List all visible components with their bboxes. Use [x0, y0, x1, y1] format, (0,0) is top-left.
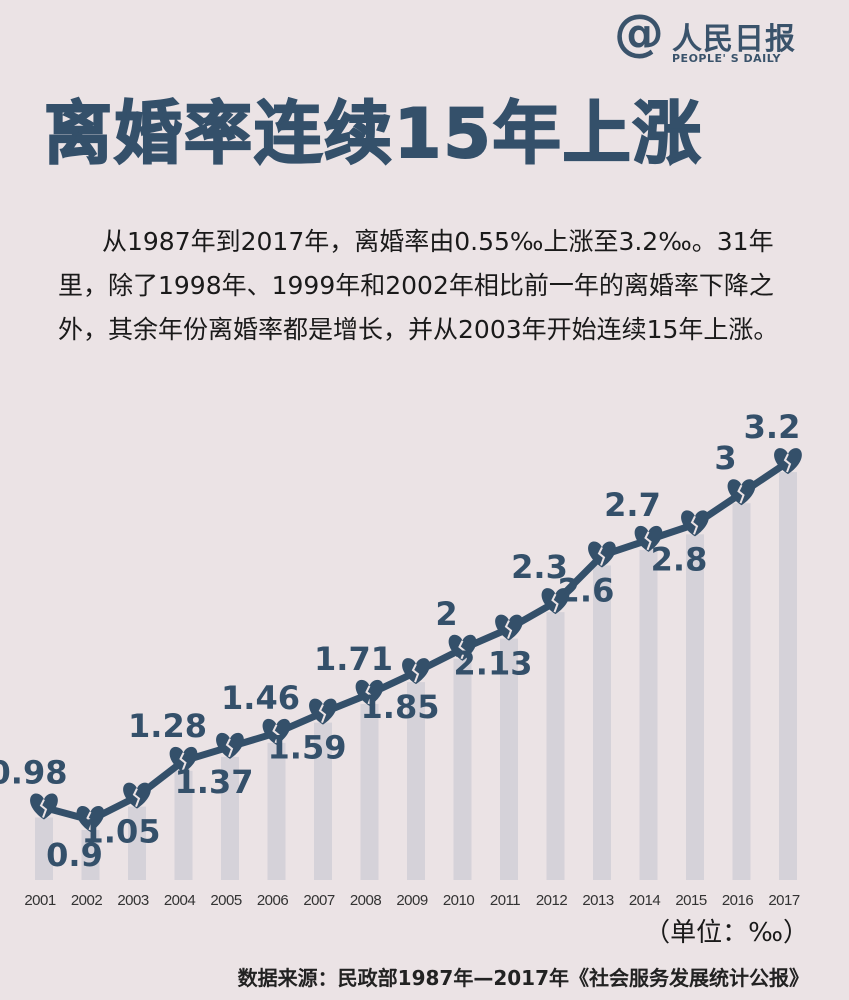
unit-label: （单位：‰） — [644, 918, 809, 948]
data-label: 3 — [714, 439, 736, 477]
broken-heart-icon — [123, 782, 151, 809]
broken-heart-icon — [402, 658, 430, 685]
x-tick-label: 2015 — [675, 892, 707, 909]
broken-heart-icon — [495, 614, 523, 641]
line-chart: 0.98 0.91.05 1.28 1.37 1.46 1.59 1.71 1.85 2 2.13… — [0, 408, 802, 909]
x-tick-label: 2008 — [350, 892, 382, 909]
data-label: 1.71 — [314, 640, 393, 678]
x-tick-label: 2011 — [490, 892, 520, 909]
bar — [639, 549, 658, 880]
bar — [81, 829, 100, 880]
bar — [593, 565, 611, 880]
broken-heart-icon — [216, 732, 244, 759]
broken-heart-icon — [634, 525, 663, 552]
bar — [360, 703, 379, 880]
data-label: 1.28 — [128, 707, 207, 745]
data-label: 1.59 — [268, 729, 347, 767]
data-label: 2.3 — [511, 548, 568, 586]
x-tick-label: 2003 — [117, 892, 149, 909]
x-tick-label: 2004 — [164, 892, 196, 909]
x-tick-label: 2001 — [24, 892, 56, 909]
logo-text-en: PEOPLE' S DAILY — [672, 52, 781, 65]
bar — [686, 534, 704, 880]
bar — [779, 472, 797, 880]
bar — [314, 722, 332, 880]
x-tick-label: 2012 — [536, 892, 568, 909]
broken-heart-icon — [76, 805, 105, 832]
x-tick-label: 2009 — [396, 892, 428, 909]
data-label: 2.13 — [454, 645, 533, 683]
data-label: 0.98 — [0, 754, 67, 792]
broken-heart-icon — [541, 588, 570, 615]
bar — [732, 503, 751, 880]
x-tick-label: 2006 — [257, 892, 289, 909]
data-label: 1.37 — [175, 763, 254, 801]
bar — [500, 638, 518, 880]
x-tick-label: 2013 — [582, 892, 614, 909]
x-tick-label: 2005 — [210, 892, 242, 909]
broken-heart-icon — [30, 793, 58, 820]
data-label: 0.9 — [46, 836, 103, 874]
broken-heart-icon — [169, 746, 198, 773]
data-label: 1.05 — [82, 813, 161, 851]
broken-heart-icon — [355, 679, 384, 706]
x-tick-label: 2016 — [722, 892, 754, 909]
at-icon: @ — [614, 4, 664, 62]
x-tick-label: 2014 — [629, 892, 661, 909]
x-tick-label: 2017 — [768, 892, 800, 909]
broken-heart-icon — [774, 448, 802, 475]
data-label: 2.7 — [604, 486, 661, 524]
data-label: 2.8 — [651, 540, 708, 578]
source-note: 数据来源：民政部1987年—2017年《社会服务发展统计公报》 — [237, 966, 809, 990]
broken-heart-icon — [262, 718, 291, 745]
data-label: 1.46 — [221, 679, 300, 717]
data-label: 2 — [435, 595, 457, 633]
bar — [267, 742, 286, 880]
broken-heart-icon — [727, 479, 756, 506]
data-label: 1.85 — [361, 688, 440, 726]
peoples-daily-logo: @ 人民日报 PEOPLE' S DAILY — [614, 6, 814, 66]
broken-heart-icon — [588, 541, 616, 568]
x-tick-label: 2007 — [303, 892, 335, 909]
x-tick-label: 2010 — [443, 892, 475, 909]
bar — [221, 756, 239, 880]
broken-heart-icon — [681, 510, 709, 537]
bar — [407, 682, 425, 880]
broken-heart-icon — [309, 698, 337, 725]
bar — [174, 770, 193, 880]
bar — [35, 817, 53, 880]
broken-heart-icon — [448, 634, 477, 661]
data-label: 2.6 — [558, 571, 615, 609]
data-label: 3.2 — [744, 408, 801, 446]
bar — [128, 806, 146, 880]
bar — [546, 612, 565, 880]
description: 从1987年到2017年，离婚率由0.55‰上涨至3.2‰。31年里，除了199… — [58, 227, 779, 344]
logo-text-cn: 人民日报 — [672, 22, 796, 57]
page-title: 离婚率连续15年上涨 — [43, 94, 703, 175]
x-tick-label: 2002 — [71, 892, 103, 909]
bar — [453, 658, 472, 880]
